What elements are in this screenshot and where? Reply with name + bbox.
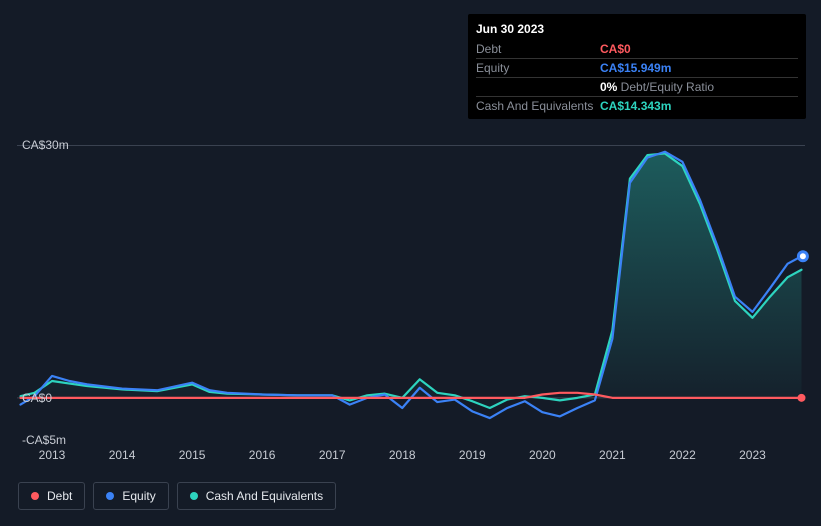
x-axis-label: 2021: [599, 448, 626, 462]
x-axis-label: 2020: [529, 448, 556, 462]
chart-tooltip: Jun 30 2023 DebtCA$0EquityCA$15.949m0% D…: [468, 14, 806, 119]
legend-dot-icon: [106, 492, 114, 500]
tooltip-row: DebtCA$0: [476, 40, 798, 59]
legend-dot-icon: [31, 492, 39, 500]
chart-svg: [17, 145, 805, 440]
x-axis-label: 2023: [739, 448, 766, 462]
x-axis-label: 2019: [459, 448, 486, 462]
x-axis: 2013 2014 2015 2016 2017 2018 2019 2020 2021 2022…: [17, 448, 805, 468]
tooltip-row-label: Equity: [476, 61, 600, 75]
tooltip-row: EquityCA$15.949m: [476, 59, 798, 78]
tooltip-row-value: CA$15.949m: [600, 61, 671, 75]
tooltip-row-value: 0% Debt/Equity Ratio: [600, 80, 714, 94]
x-axis-label: 2013: [39, 448, 66, 462]
tooltip-row: 0% Debt/Equity Ratio: [476, 78, 798, 97]
legend-item[interactable]: Equity: [93, 482, 168, 510]
tooltip-date: Jun 30 2023: [476, 18, 798, 40]
y-axis-label: CA$30m: [22, 138, 69, 152]
x-axis-label: 2014: [109, 448, 136, 462]
x-axis-label: 2017: [319, 448, 346, 462]
y-axis-label: CA$0: [22, 391, 52, 405]
tooltip-row-value: CA$0: [600, 42, 631, 56]
legend-label: Cash And Equivalents: [206, 489, 323, 503]
chart-legend: Debt Equity Cash And Equivalents: [18, 482, 336, 510]
x-axis-label: 2015: [179, 448, 206, 462]
x-axis-label: 2022: [669, 448, 696, 462]
legend-label: Debt: [47, 489, 72, 503]
tooltip-row-label: Debt: [476, 42, 600, 56]
y-axis-label: -CA$5m: [22, 433, 66, 447]
legend-item[interactable]: Debt: [18, 482, 85, 510]
tooltip-row-value: CA$14.343m: [600, 99, 671, 113]
legend-label: Equity: [122, 489, 155, 503]
chart-area[interactable]: [17, 145, 805, 440]
legend-dot-icon: [190, 492, 198, 500]
tooltip-row: Cash And EquivalentsCA$14.343m: [476, 97, 798, 115]
tooltip-row-label: [476, 80, 600, 94]
x-axis-label: 2016: [249, 448, 276, 462]
tooltip-row-label: Cash And Equivalents: [476, 99, 600, 113]
legend-item[interactable]: Cash And Equivalents: [177, 482, 336, 510]
x-axis-label: 2018: [389, 448, 416, 462]
